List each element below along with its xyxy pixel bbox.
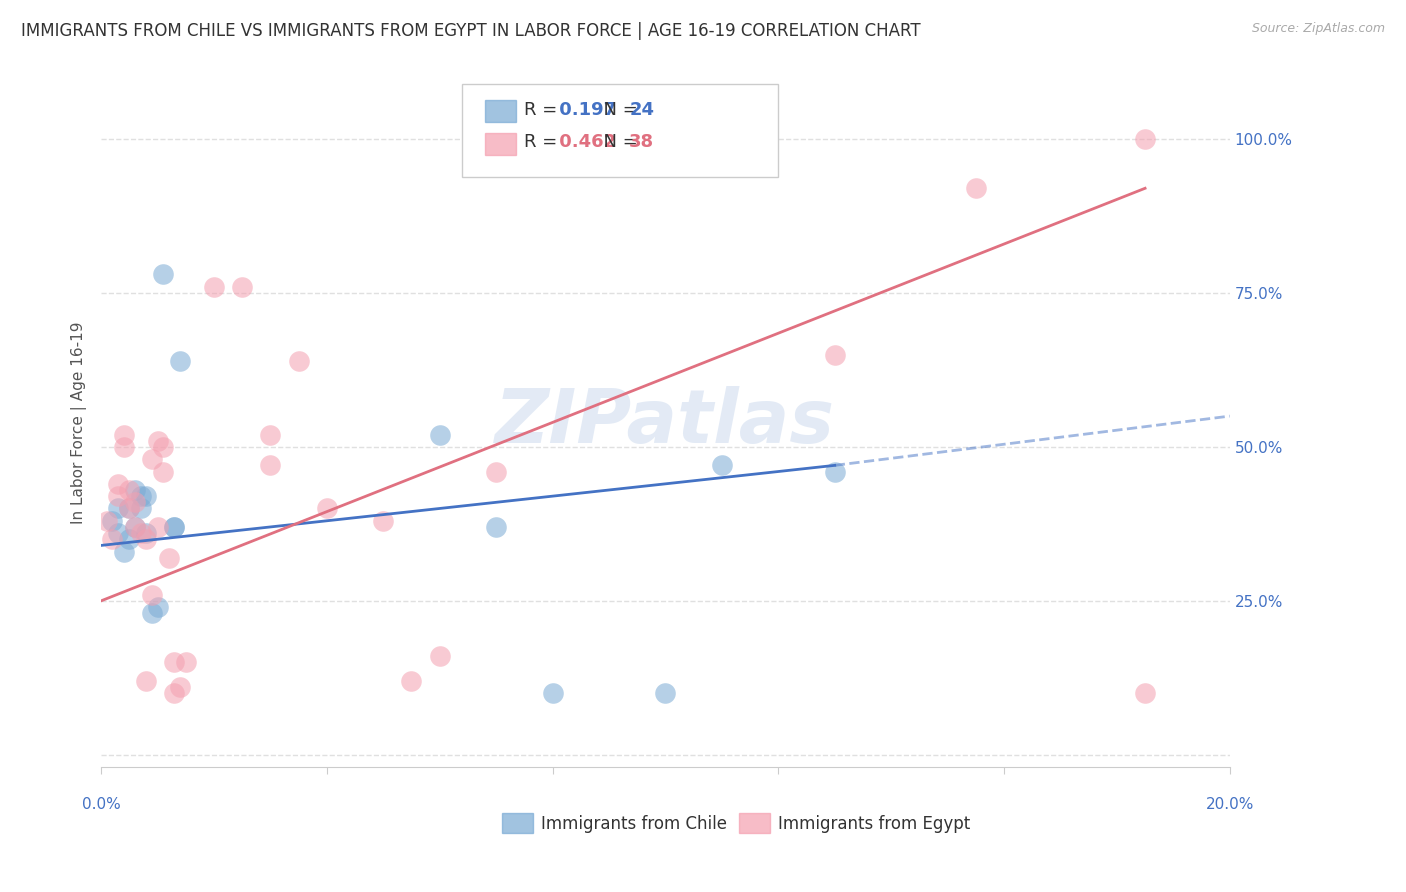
Point	[118, 501, 141, 516]
Point	[169, 680, 191, 694]
Point	[141, 452, 163, 467]
Point	[129, 501, 152, 516]
Point	[315, 501, 337, 516]
Point	[429, 649, 451, 664]
Text: ZIPatlas: ZIPatlas	[495, 385, 835, 458]
Point	[129, 526, 152, 541]
Point	[112, 427, 135, 442]
Text: N =: N =	[592, 133, 644, 152]
Point	[101, 533, 124, 547]
Point	[146, 520, 169, 534]
Point	[485, 465, 508, 479]
Point	[124, 483, 146, 497]
Point	[824, 465, 846, 479]
Point	[287, 353, 309, 368]
Text: 38: 38	[630, 133, 654, 152]
Point	[112, 440, 135, 454]
Point	[141, 606, 163, 620]
Point	[96, 514, 118, 528]
Point	[135, 526, 157, 541]
FancyBboxPatch shape	[485, 100, 516, 122]
Text: IMMIGRANTS FROM CHILE VS IMMIGRANTS FROM EGYPT IN LABOR FORCE | AGE 16-19 CORREL: IMMIGRANTS FROM CHILE VS IMMIGRANTS FROM…	[21, 22, 921, 40]
Text: R =: R =	[524, 133, 564, 152]
Text: R =: R =	[524, 101, 564, 119]
Text: 0.462: 0.462	[553, 133, 616, 152]
Point	[401, 673, 423, 688]
Point	[541, 686, 564, 700]
Point	[107, 489, 129, 503]
Point	[118, 533, 141, 547]
Point	[118, 483, 141, 497]
FancyBboxPatch shape	[485, 133, 516, 154]
Point	[135, 673, 157, 688]
Point	[135, 489, 157, 503]
Text: 24: 24	[630, 101, 654, 119]
Point	[152, 268, 174, 282]
Point	[141, 588, 163, 602]
Point	[107, 526, 129, 541]
Text: N =: N =	[592, 101, 644, 119]
Point	[710, 458, 733, 473]
Point	[231, 280, 253, 294]
Text: 20.0%: 20.0%	[1205, 797, 1254, 812]
Point	[202, 280, 225, 294]
Point	[259, 458, 281, 473]
Point	[163, 520, 186, 534]
Point	[146, 599, 169, 614]
Point	[107, 501, 129, 516]
FancyBboxPatch shape	[502, 814, 533, 832]
Text: 0.197: 0.197	[553, 101, 616, 119]
Point	[163, 686, 186, 700]
Point	[1133, 132, 1156, 146]
Point	[101, 514, 124, 528]
Point	[1133, 686, 1156, 700]
Point	[152, 465, 174, 479]
Point	[124, 520, 146, 534]
Point	[485, 520, 508, 534]
Point	[163, 520, 186, 534]
Point	[373, 514, 395, 528]
Point	[259, 427, 281, 442]
Point	[135, 533, 157, 547]
Point	[157, 550, 180, 565]
Y-axis label: In Labor Force | Age 16-19: In Labor Force | Age 16-19	[72, 321, 87, 524]
Point	[429, 427, 451, 442]
Text: Immigrants from Chile: Immigrants from Chile	[541, 814, 727, 832]
Point	[146, 434, 169, 448]
Text: Source: ZipAtlas.com: Source: ZipAtlas.com	[1251, 22, 1385, 36]
FancyBboxPatch shape	[738, 814, 770, 832]
Point	[824, 347, 846, 361]
Point	[118, 501, 141, 516]
Point	[112, 544, 135, 558]
Point	[124, 495, 146, 509]
Point	[174, 656, 197, 670]
Point	[107, 476, 129, 491]
Text: 0.0%: 0.0%	[82, 797, 121, 812]
FancyBboxPatch shape	[463, 85, 779, 178]
Point	[124, 520, 146, 534]
Point	[152, 440, 174, 454]
Point	[965, 181, 987, 195]
Point	[129, 489, 152, 503]
Point	[163, 656, 186, 670]
Point	[654, 686, 676, 700]
Text: Immigrants from Egypt: Immigrants from Egypt	[779, 814, 970, 832]
Point	[169, 353, 191, 368]
